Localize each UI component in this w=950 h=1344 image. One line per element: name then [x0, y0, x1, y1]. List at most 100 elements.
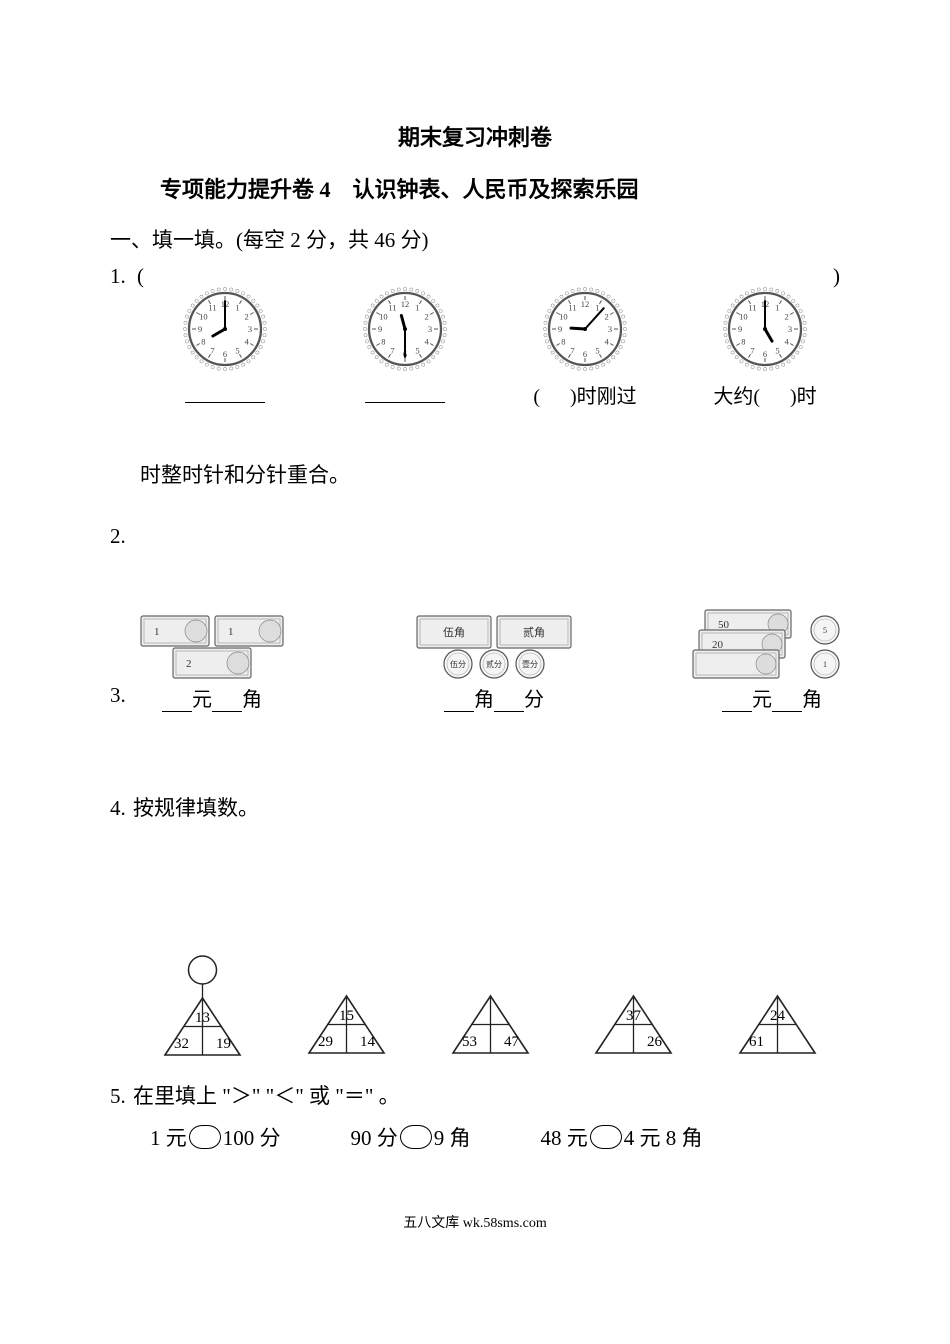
- svg-text:7: 7: [210, 346, 214, 356]
- svg-text:5: 5: [235, 346, 239, 356]
- svg-text:壹分: 壹分: [522, 659, 538, 669]
- svg-text:10: 10: [199, 312, 208, 322]
- svg-text:3: 3: [608, 324, 612, 334]
- clock-caption: [185, 380, 265, 403]
- triangle-row: 13 32 19 15 29 14 53 47 37 26 24 61: [110, 952, 840, 1065]
- section-heading: 一、填一填。(每空 2 分，共 46 分): [110, 224, 840, 254]
- triangle-item: 13 32 19: [150, 952, 255, 1065]
- svg-text:7: 7: [750, 346, 754, 356]
- svg-text:19: 19: [216, 1036, 231, 1052]
- svg-text:7: 7: [570, 346, 574, 356]
- svg-text:2: 2: [785, 312, 789, 322]
- money-group: 伍角 贰角 伍分 贰分 壹分 角分: [416, 615, 572, 712]
- svg-text:14: 14: [360, 1034, 376, 1050]
- svg-text:9: 9: [738, 324, 742, 334]
- svg-text:4: 4: [245, 337, 250, 347]
- bill-icon: 贰角: [496, 615, 572, 649]
- bill-icon: 1: [214, 615, 284, 647]
- triangle-icon: 15 29 14: [294, 988, 399, 1059]
- svg-text:10: 10: [559, 312, 568, 322]
- svg-text:伍分: 伍分: [450, 659, 466, 669]
- svg-text:1: 1: [823, 660, 827, 669]
- answer-blank[interactable]: [590, 1125, 622, 1149]
- money-group: 50 20 5 1 元角: [704, 609, 840, 712]
- svg-text:1: 1: [775, 302, 779, 312]
- clock-item: 123456789101112 ()时刚过: [510, 284, 660, 409]
- bill-icon: 伍角: [416, 615, 492, 649]
- triangle-item: 15 29 14: [294, 988, 399, 1065]
- svg-text:11: 11: [208, 302, 216, 312]
- svg-text:4: 4: [425, 337, 430, 347]
- svg-text:10: 10: [379, 312, 388, 322]
- svg-text:24: 24: [770, 1008, 786, 1024]
- svg-text:11: 11: [748, 302, 756, 312]
- svg-text:11: 11: [388, 302, 396, 312]
- svg-text:1: 1: [235, 302, 239, 312]
- bracket-open: (: [137, 264, 144, 288]
- svg-text:8: 8: [561, 337, 565, 347]
- triangle-item: 37 26: [581, 988, 686, 1065]
- svg-text:5: 5: [775, 346, 779, 356]
- clock-row: 123456789101112 123456789101112 12345678…: [150, 284, 840, 409]
- page-title: 期末复习冲刺卷: [110, 120, 840, 152]
- svg-text:13: 13: [195, 1010, 210, 1026]
- svg-text:12: 12: [581, 299, 590, 309]
- svg-text:1: 1: [228, 626, 234, 638]
- footer: 五八文库 wk.58sms.com: [110, 1212, 840, 1232]
- bill-icon: 2: [172, 647, 252, 679]
- svg-text:3: 3: [428, 324, 432, 334]
- answer-blank[interactable]: [189, 1125, 221, 1149]
- answer-blank[interactable]: [400, 1125, 432, 1149]
- svg-text:1: 1: [154, 626, 160, 638]
- triangle-icon: 37 26: [581, 988, 686, 1059]
- svg-text:7: 7: [390, 346, 394, 356]
- q1-sentence: 时整时针和分针重合。: [140, 459, 840, 489]
- coin-icon: 伍分: [443, 649, 473, 679]
- comparison-item: 90 分9 角: [351, 1122, 471, 1152]
- svg-text:2: 2: [186, 658, 192, 670]
- svg-text:6: 6: [223, 349, 227, 359]
- q4: 4. 按规律填数。: [110, 792, 840, 822]
- triangle-icon: 24 61: [725, 988, 830, 1059]
- svg-text:8: 8: [741, 337, 745, 347]
- money-caption: 元角: [722, 683, 822, 712]
- bill-icon: 1: [140, 615, 210, 647]
- svg-text:29: 29: [318, 1034, 333, 1050]
- clock-icon: 123456789101112: [180, 284, 270, 374]
- comparison-row: 1 元100 分90 分9 角48 元4 元 8 角: [110, 1122, 840, 1152]
- clock-caption: [365, 380, 445, 403]
- triangle-item: 24 61: [725, 988, 830, 1065]
- svg-text:4: 4: [785, 337, 790, 347]
- triangle-icon: 13 32 19: [150, 952, 255, 1059]
- svg-text:8: 8: [381, 337, 385, 347]
- svg-text:15: 15: [339, 1008, 354, 1024]
- svg-text:6: 6: [583, 349, 587, 359]
- svg-text:47: 47: [504, 1034, 520, 1050]
- svg-text:61: 61: [749, 1034, 764, 1050]
- q1-label: 1.: [110, 264, 126, 288]
- svg-text:1: 1: [415, 302, 419, 312]
- coin-icon: 贰分: [479, 649, 509, 679]
- svg-text:9: 9: [558, 324, 562, 334]
- svg-text:3: 3: [788, 324, 792, 334]
- clock-item: 123456789101112: [150, 284, 300, 403]
- svg-text:2: 2: [605, 312, 609, 322]
- clock-icon: 123456789101112: [540, 284, 630, 374]
- svg-text:53: 53: [462, 1034, 477, 1050]
- clock-item: 123456789101112: [330, 284, 480, 403]
- bill-icon: [692, 649, 780, 679]
- svg-text:5: 5: [823, 626, 827, 635]
- clock-icon: 123456789101112: [360, 284, 450, 374]
- svg-text:6: 6: [763, 349, 767, 359]
- q5: 5. 在里填上 "＞" "＜" 或 "＝" 。: [110, 1080, 840, 1110]
- q2-label: 2.: [110, 524, 840, 549]
- svg-text:贰分: 贰分: [486, 659, 502, 669]
- money-caption: 元角: [162, 683, 262, 712]
- clock-caption: ()时刚过: [533, 380, 636, 409]
- clock-item: 123456789101112 大约()时: [690, 284, 840, 409]
- svg-text:5: 5: [595, 346, 599, 356]
- svg-text:伍角: 伍角: [443, 626, 465, 639]
- svg-text:2: 2: [245, 312, 249, 322]
- coin-icon: 壹分: [515, 649, 545, 679]
- svg-text:5: 5: [415, 346, 419, 356]
